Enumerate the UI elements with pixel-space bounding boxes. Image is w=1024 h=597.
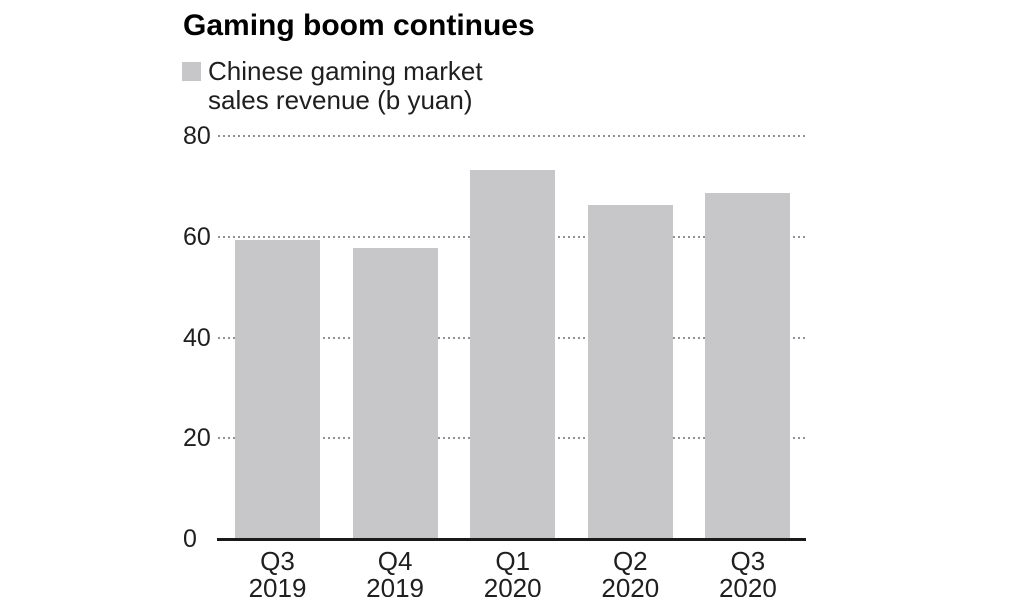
x-axis-tick-line1: Q4	[377, 546, 413, 576]
x-axis-line	[217, 538, 806, 541]
y-axis-tick-20: 20	[183, 424, 211, 453]
legend-swatch-icon	[182, 62, 201, 81]
bar-q4-2019	[352, 248, 438, 539]
x-axis-tick-line2: 2020	[601, 573, 660, 597]
bar-q3-2020	[705, 193, 791, 539]
x-axis-tick-line1: Q3	[260, 546, 295, 576]
x-axis-tick-q3-2019: Q3 2019	[208, 548, 348, 597]
chart-legend: Chinese gaming market sales revenue (b y…	[182, 57, 483, 115]
bar-q2-2020	[587, 205, 673, 539]
y-gridline-80	[218, 135, 807, 137]
y-axis-tick-40: 40	[183, 323, 211, 352]
bar-q3-2019	[235, 240, 320, 539]
x-axis-tick-line1: Q3	[730, 546, 766, 576]
x-axis-tick-line1: Q2	[612, 546, 648, 576]
y-axis-tick-80: 80	[183, 122, 211, 150]
y-axis-tick-60: 60	[183, 222, 211, 251]
chart-title: Gaming boom continues	[183, 9, 535, 42]
x-axis-tick-q4-2019: Q4 2019	[325, 548, 465, 597]
legend-label-line1: Chinese gaming market	[208, 56, 483, 86]
x-axis-tick-line2: 2019	[366, 573, 425, 597]
x-axis-tick-q1-2020: Q1 2020	[443, 548, 583, 597]
x-axis-tick-line2: 2019	[248, 573, 307, 597]
x-axis-tick-q3-2020: Q3 2020	[678, 548, 818, 597]
x-axis-tick-q2-2020: Q2 2020	[560, 548, 700, 597]
x-axis-tick-line2: 2020	[483, 573, 542, 597]
x-axis-tick-line1: Q1	[495, 546, 531, 576]
legend-label-line2: sales revenue (b yuan)	[208, 85, 473, 115]
bar-q1-2020	[470, 170, 556, 539]
y-axis-tick-0: 0	[183, 525, 197, 553]
legend-label: Chinese gaming market sales revenue (b y…	[208, 57, 483, 115]
x-axis-tick-line2: 2020	[718, 573, 777, 597]
